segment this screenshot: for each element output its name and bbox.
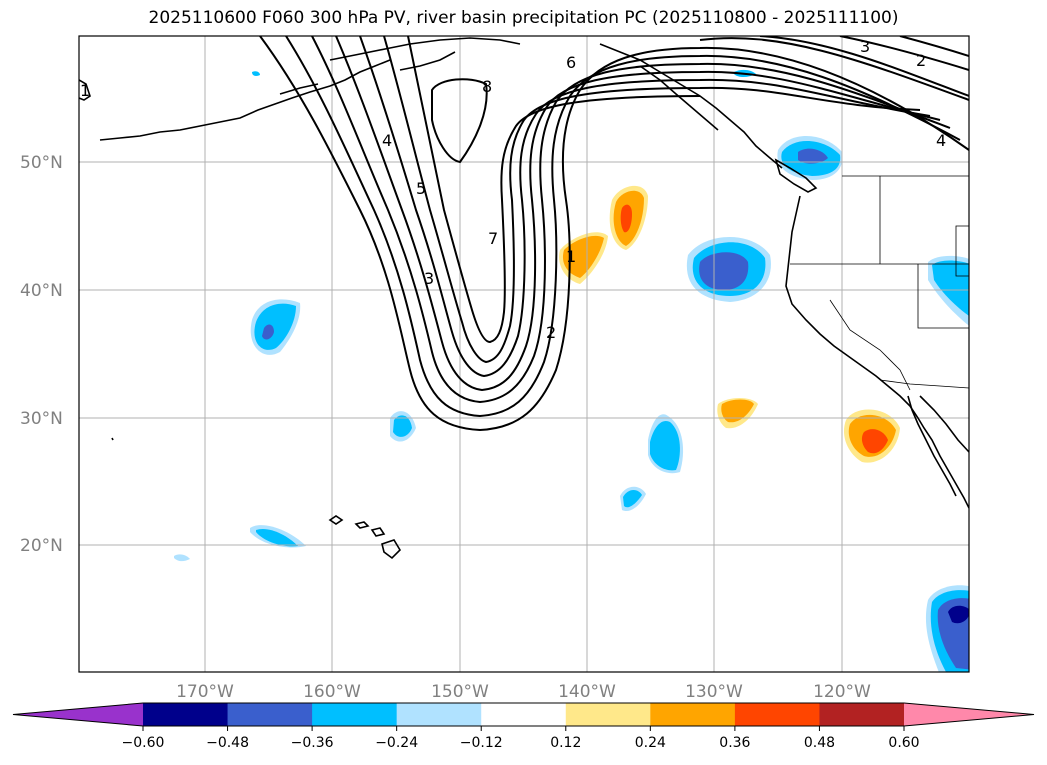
colorbar-segment xyxy=(312,703,398,726)
longitude-labels: 170°W 160°W 150°W 140°W 130°W 120°W xyxy=(176,682,871,702)
colorbar-segment xyxy=(396,703,482,726)
contour-label: 8 xyxy=(482,77,492,96)
precip-blob-negative xyxy=(620,486,646,512)
colorbar-extend-low xyxy=(13,703,143,726)
colorbar-tick-label: −0.36 xyxy=(291,735,334,751)
contour-label: 5 xyxy=(416,179,426,198)
map-border xyxy=(78,35,970,673)
precip-blob-negative xyxy=(648,414,684,474)
colorbar: −0.60 −0.48 −0.36 −0.24 −0.12 0.12 0.24 0.36 0.4… xyxy=(12,702,1035,751)
colorbar-segment xyxy=(565,703,651,726)
colorbar-segment xyxy=(734,703,820,726)
coastlines xyxy=(79,37,969,560)
precip-anomaly-fields xyxy=(174,69,969,672)
precip-blob-negative xyxy=(250,525,306,548)
latitude-labels: 50°N 40°N 30°N 20°N xyxy=(20,153,63,556)
precip-blob-positive xyxy=(609,185,648,250)
map-title: 2025110600 F060 300 hPa PV, river basin … xyxy=(148,8,899,28)
contour-label: 1 xyxy=(566,247,576,266)
colorbar-segment xyxy=(481,703,567,726)
precip-blob-negative xyxy=(250,299,301,355)
pv-contours xyxy=(259,36,969,432)
contour-label: 4 xyxy=(936,131,946,150)
lat-label: 40°N xyxy=(20,281,63,301)
precip-blob-negative xyxy=(925,585,969,672)
colorbar-tick-label: −0.60 xyxy=(122,735,165,751)
colorbar-tick-label: −0.24 xyxy=(375,735,418,751)
colorbar-segment xyxy=(650,703,736,726)
colorbar-segment xyxy=(819,703,905,726)
lon-label: 160°W xyxy=(303,682,361,702)
graticule xyxy=(79,36,969,672)
lon-label: 150°W xyxy=(431,682,489,702)
colorbar-extend-high xyxy=(904,703,1034,726)
lon-label: 170°W xyxy=(176,682,234,702)
contour-label: 2 xyxy=(916,51,926,70)
precip-blob-positive xyxy=(717,398,758,429)
precip-blob-negative xyxy=(777,135,843,180)
contour-label: 7 xyxy=(488,229,498,248)
contour-label: 1 xyxy=(80,81,90,100)
lat-label: 20°N xyxy=(20,536,63,556)
precip-blob-negative xyxy=(390,411,416,442)
map-area xyxy=(79,36,969,672)
colorbar-tick-label: 0.24 xyxy=(635,735,666,751)
precip-blob-negative xyxy=(174,554,190,562)
precip-blob-negative xyxy=(686,236,771,302)
precip-blob-negative xyxy=(252,71,260,76)
precip-blob-positive xyxy=(559,232,608,284)
contour-label: 4 xyxy=(382,131,392,150)
contour-label: 6 xyxy=(566,53,576,72)
colorbar-tick-label: −0.48 xyxy=(206,735,249,751)
precip-blob-positive xyxy=(843,409,900,463)
colorbar-segment xyxy=(143,703,229,726)
colorbar-tick-label: −0.12 xyxy=(460,735,503,751)
precip-blob-negative xyxy=(928,256,969,326)
colorbar-tick-label: 0.36 xyxy=(719,735,750,751)
colorbar-segment xyxy=(227,703,313,726)
contour-label: 2 xyxy=(546,323,556,342)
colorbar-tick-label: 0.48 xyxy=(804,735,835,751)
contour-label: 3 xyxy=(424,269,434,288)
lon-label: 120°W xyxy=(813,682,871,702)
colorbar-tick-label: 0.12 xyxy=(550,735,581,751)
colorbar-tick-label: 0.60 xyxy=(888,735,919,751)
lon-label: 140°W xyxy=(558,682,616,702)
political-borders xyxy=(790,175,969,391)
lat-label: 30°N xyxy=(20,409,63,429)
contour-label: 3 xyxy=(860,37,870,56)
lon-label: 130°W xyxy=(685,682,743,702)
lat-label: 50°N xyxy=(20,153,63,173)
pv-contour-labels: 1 2 3 4 5 6 7 8 1 2 3 4 xyxy=(80,37,946,342)
